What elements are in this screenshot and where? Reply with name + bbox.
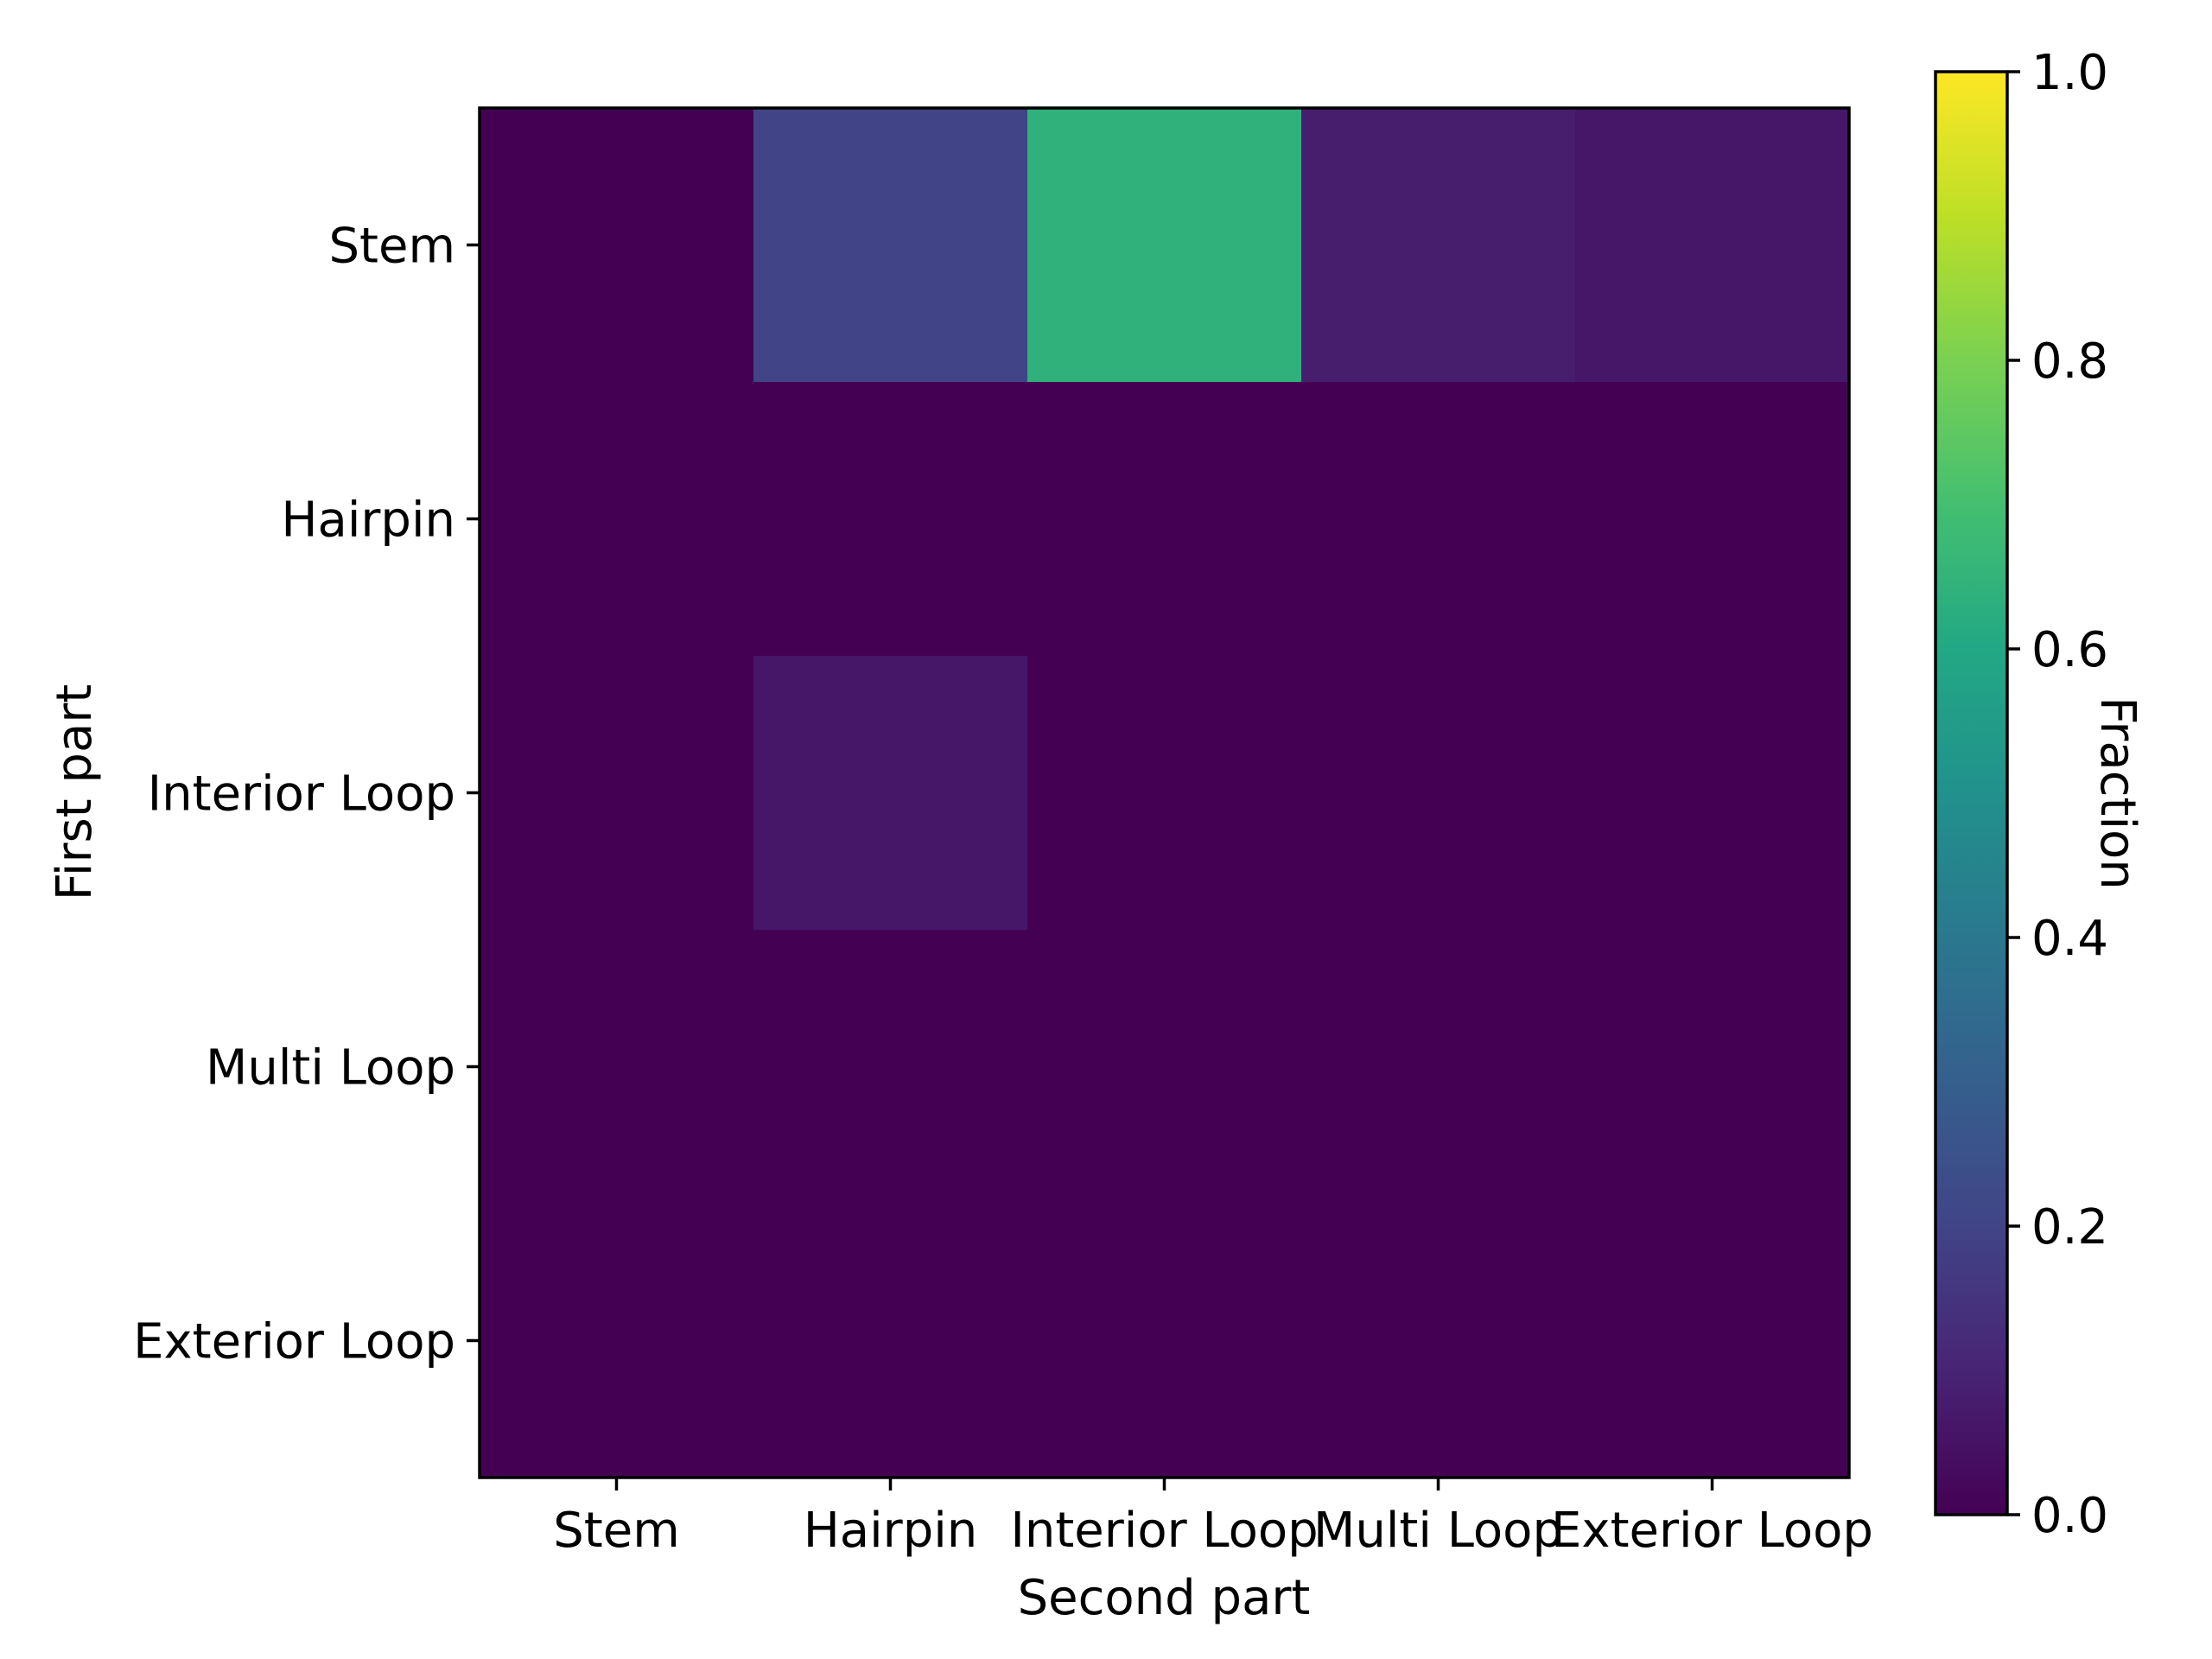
colorbar-tick-label: 0.0 bbox=[2031, 1488, 2108, 1544]
heatmap-cell bbox=[1575, 656, 1850, 931]
colorbar-tick-label: 0.6 bbox=[2031, 622, 2108, 678]
heatmap-cell bbox=[1575, 1204, 1850, 1478]
heatmap-cell bbox=[1301, 656, 1576, 931]
heatmap-cell bbox=[1027, 382, 1302, 657]
y-tick-label: Multi Loop bbox=[206, 1040, 455, 1096]
y-tick-label: Exterior Loop bbox=[133, 1314, 455, 1370]
heatmap-cell bbox=[753, 382, 1028, 657]
heatmap-cell bbox=[480, 382, 754, 657]
y-tick-label: Stem bbox=[328, 219, 455, 275]
colorbar-label: Fraction bbox=[2089, 696, 2145, 890]
heatmap-cell bbox=[480, 1204, 754, 1478]
heatmap-cell bbox=[1027, 108, 1302, 383]
heatmap-cell bbox=[480, 656, 754, 931]
y-axis-ticks: Stem Hairpin Interior Loop Multi Loop Exteri… bbox=[133, 219, 480, 1370]
colorbar-tick-label: 0.2 bbox=[2031, 1199, 2108, 1255]
heatmap-cell bbox=[1575, 382, 1850, 657]
x-tick-label: Hairpin bbox=[804, 1503, 978, 1559]
colorbar: 0.0 0.2 0.4 0.6 0.8 1.0 Fraction bbox=[1934, 45, 2145, 1544]
y-tick-label: Hairpin bbox=[281, 493, 455, 549]
y-axis-label: First part bbox=[47, 684, 103, 901]
heatmap-cell bbox=[753, 656, 1028, 931]
heatmap-cell bbox=[1301, 382, 1576, 657]
heatmap-cell bbox=[1301, 1204, 1576, 1478]
colorbar-ticks: 0.0 0.2 0.4 0.6 0.8 1.0 bbox=[2007, 45, 2108, 1544]
x-tick-label: Stem bbox=[553, 1503, 680, 1559]
y-tick-label: Interior Loop bbox=[148, 766, 455, 823]
heatmap-cell bbox=[1027, 930, 1302, 1205]
colorbar-gradient bbox=[1936, 72, 2007, 1515]
x-tick-label: Multi Loop bbox=[1313, 1503, 1563, 1559]
colorbar-tick-label: 0.4 bbox=[2031, 911, 2108, 967]
x-tick-label: Interior Loop bbox=[1010, 1503, 1318, 1559]
colorbar-frame bbox=[1934, 70, 2009, 1516]
x-tick-label: Exterior Loop bbox=[1551, 1503, 1873, 1559]
heatmap-cell bbox=[480, 930, 754, 1205]
heatmap-cell bbox=[1575, 930, 1850, 1205]
heatmap-cell bbox=[753, 930, 1028, 1205]
heatmap-cell bbox=[1575, 108, 1850, 383]
heatmap-cell bbox=[753, 108, 1028, 383]
heatmap-cell bbox=[1301, 108, 1576, 383]
heatmap-cell bbox=[480, 108, 754, 383]
heatmap-cell bbox=[1027, 1204, 1302, 1478]
heatmap-cells bbox=[480, 108, 1850, 1478]
colorbar-tick-label: 0.8 bbox=[2031, 334, 2108, 390]
colorbar-tick-label: 1.0 bbox=[2031, 45, 2108, 101]
heatmap-cell bbox=[1301, 930, 1576, 1205]
heatmap-cell bbox=[1027, 656, 1302, 931]
x-axis-label: Second part bbox=[1018, 1570, 1311, 1626]
heatmap-cell bbox=[753, 1204, 1028, 1478]
